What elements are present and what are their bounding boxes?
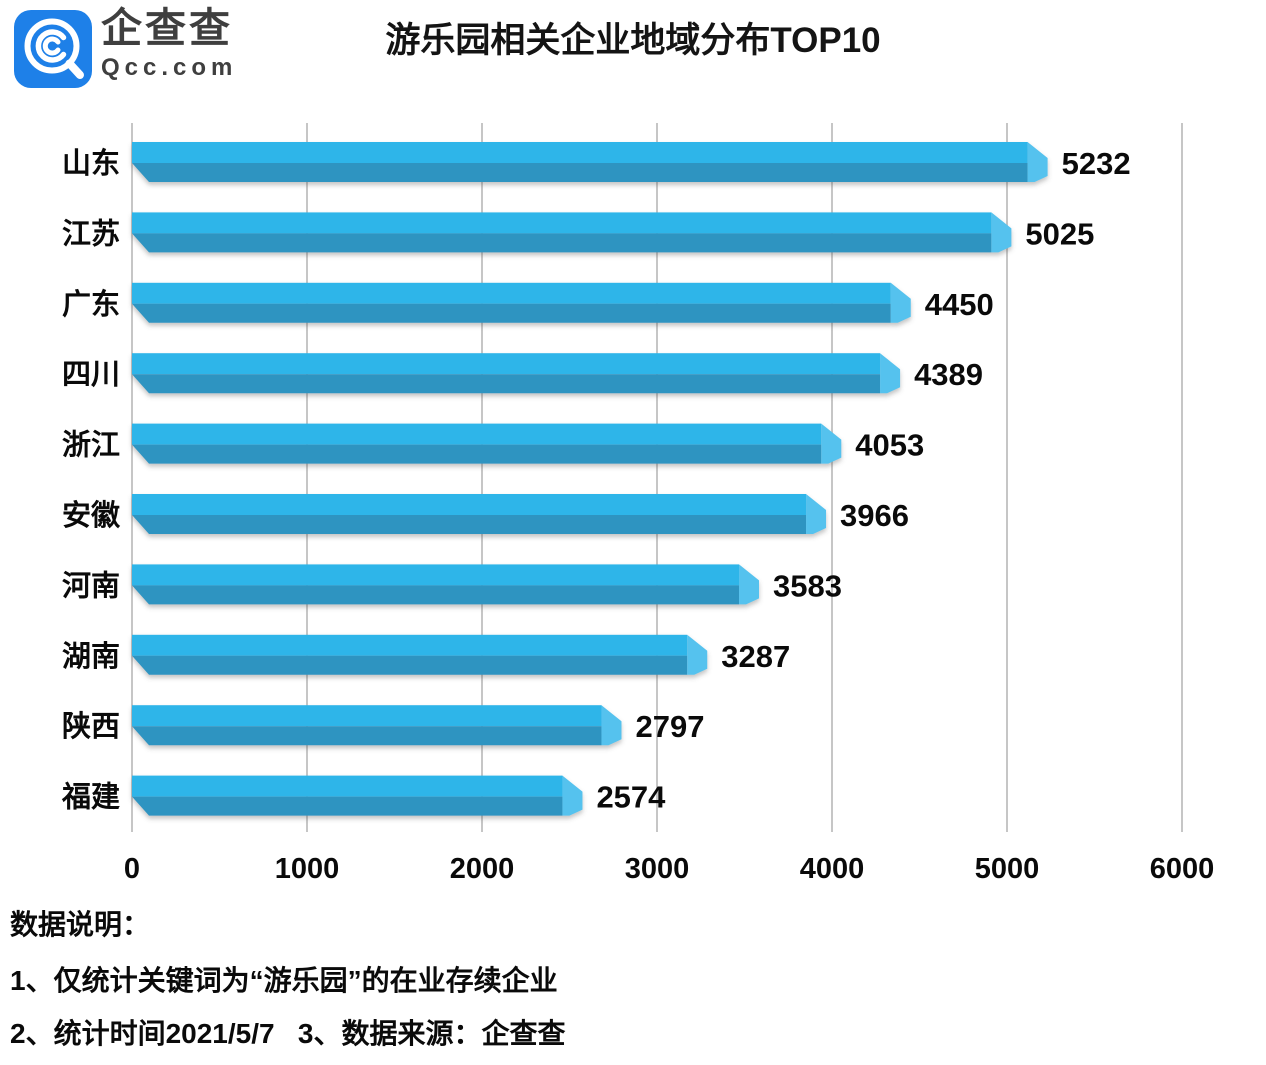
bar-7 xyxy=(132,634,708,675)
bar-front-face xyxy=(132,444,822,464)
brand-block: 企查查 Qcc.com xyxy=(101,8,237,80)
category-label: 福建 xyxy=(61,781,120,814)
x-tick-label: 6000 xyxy=(1150,853,1215,885)
category-label: 四川 xyxy=(62,359,120,391)
value-label: 4450 xyxy=(925,287,994,322)
qcc-logo xyxy=(14,10,92,88)
value-label: 4053 xyxy=(855,428,924,463)
notes-heading: 数据说明： xyxy=(10,909,151,940)
bar-6 xyxy=(132,564,760,605)
x-tick-label: 4000 xyxy=(800,853,865,885)
note-line-2: 2、统计时间2021/5/7 3、数据来源：企查查 xyxy=(10,1018,566,1049)
bar-chart: 0 1000 2000 3000 4000 5000 6000 山东 5232 江苏 5025 广东 4… xyxy=(61,123,1214,885)
value-label: 5232 xyxy=(1062,146,1131,181)
bar-end-cap xyxy=(890,282,911,323)
bar-top-face xyxy=(132,353,881,375)
bar-front-face xyxy=(132,233,992,253)
value-label: 3287 xyxy=(721,639,790,674)
bar-2 xyxy=(132,282,911,323)
value-label: 3583 xyxy=(773,568,842,603)
bar-top-face xyxy=(132,494,807,515)
bar-end-cap xyxy=(806,494,827,534)
bar-end-cap xyxy=(601,705,622,746)
category-label: 江苏 xyxy=(62,217,120,250)
bar-front-face xyxy=(132,163,1028,182)
bar-end-cap xyxy=(880,353,901,394)
value-label: 3966 xyxy=(840,498,909,533)
bar-end-cap xyxy=(821,423,842,464)
bar-front-face xyxy=(132,655,688,675)
chart-title: 游乐园相关企业地域分布TOP10 xyxy=(385,21,881,60)
bar-front-face xyxy=(132,515,807,534)
bar-8 xyxy=(132,705,622,746)
value-label: 2574 xyxy=(596,780,666,815)
bar-5 xyxy=(132,494,827,534)
bar-top-face xyxy=(132,634,688,656)
bar-top-face xyxy=(132,212,992,234)
bar-front-face xyxy=(132,303,891,323)
value-label: 2797 xyxy=(635,709,704,744)
bar-top-face xyxy=(132,423,822,445)
bar-front-face xyxy=(132,726,602,746)
category-label: 浙江 xyxy=(62,429,120,462)
bar-end-cap xyxy=(562,775,583,816)
category-label: 安徽 xyxy=(62,499,121,532)
qcc-magnifier-icon xyxy=(14,10,92,88)
bar-0 xyxy=(132,142,1048,182)
bar-end-cap xyxy=(991,212,1012,253)
bar-9 xyxy=(132,775,583,816)
category-label: 广东 xyxy=(62,287,120,321)
category-label: 湖南 xyxy=(62,640,120,673)
bar-top-face xyxy=(132,282,891,304)
x-tick-label: 5000 xyxy=(975,853,1040,885)
bar-top-face xyxy=(132,705,602,727)
bar-top-face xyxy=(132,775,563,797)
bar-end-cap xyxy=(1027,142,1048,182)
note-line-1: 1、仅统计关键词为“游乐园”的在业存续企业 xyxy=(10,965,558,996)
x-tick-label: 0 xyxy=(124,853,140,885)
brand-name: 企查查 xyxy=(101,5,233,51)
value-label: 5025 xyxy=(1025,216,1094,251)
brand-domain: Qcc.com xyxy=(101,54,238,81)
bar-4 xyxy=(132,423,842,464)
bar-front-face xyxy=(132,374,881,394)
bar-1 xyxy=(132,212,1012,253)
bar-top-face xyxy=(132,142,1028,163)
x-tick-label: 3000 xyxy=(625,853,690,885)
x-tick-label: 1000 xyxy=(275,853,340,885)
data-notes: 数据说明： 1、仅统计关键词为“游乐园”的在业存续企业 2、统计时间2021/5… xyxy=(10,903,565,1065)
category-label: 山东 xyxy=(62,146,120,180)
plot-area: 0 1000 2000 3000 4000 5000 6000 山东 5232 江苏 5025 广东 4… xyxy=(61,123,1214,885)
bar-3 xyxy=(132,353,901,394)
category-label: 河南 xyxy=(62,569,120,602)
x-tick-label: 2000 xyxy=(450,853,515,885)
bar-end-cap xyxy=(739,564,760,605)
bar-end-cap xyxy=(687,634,708,675)
category-label: 陕西 xyxy=(62,710,120,743)
bar-front-face xyxy=(132,796,563,816)
value-label: 4389 xyxy=(914,357,983,392)
bar-front-face xyxy=(132,585,740,605)
bar-top-face xyxy=(132,564,740,586)
